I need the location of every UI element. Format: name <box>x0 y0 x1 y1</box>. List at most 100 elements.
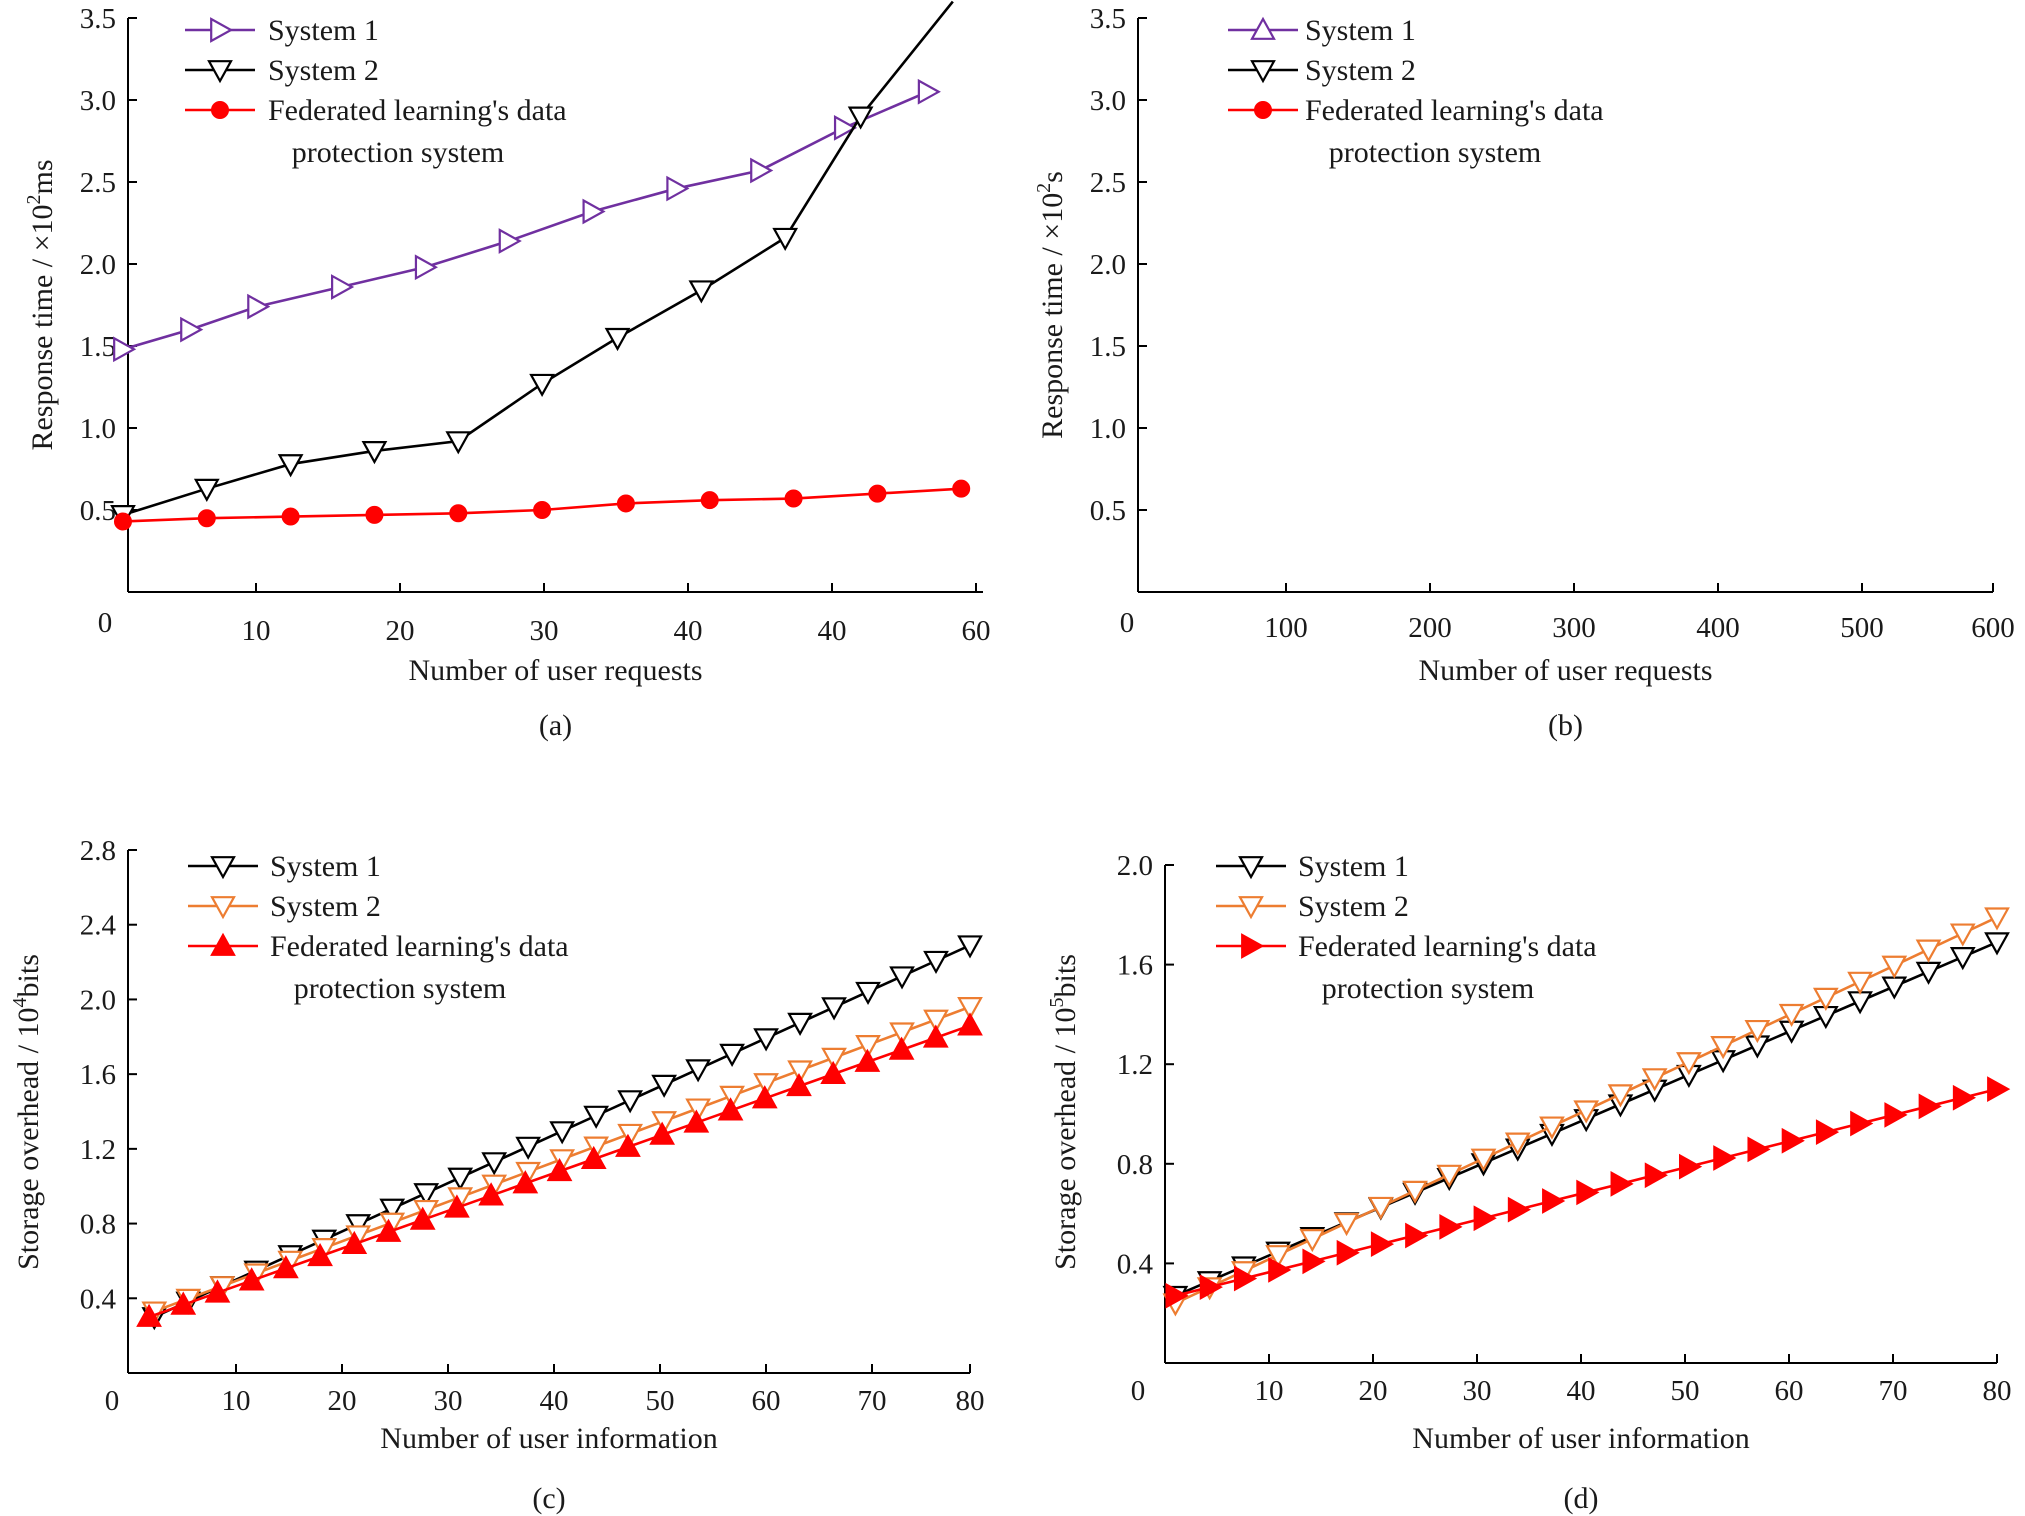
data-point <box>917 78 941 105</box>
data-point <box>1884 1102 1908 1128</box>
y-axis-label-text: Response time / ×10 <box>1036 193 1069 439</box>
data-point <box>1676 1052 1702 1076</box>
chart-panel-b: 0.5 1.0 1.5 2.0 2.5 3.0 3.5 100 200 300 400 500 600 0… <box>1033 3 2015 742</box>
data-point <box>1402 1180 1428 1204</box>
data-point <box>651 1074 677 1098</box>
data-point <box>549 1149 576 1173</box>
data-point <box>957 935 983 959</box>
legend-marker <box>210 856 236 880</box>
data-point <box>688 280 715 304</box>
legend-label: System 1 <box>270 850 381 883</box>
data-point <box>1713 1145 1737 1171</box>
x-tick-label: 100 <box>1264 612 1308 644</box>
data-point <box>1949 947 1976 971</box>
data-point <box>1987 1076 2011 1102</box>
legend-marker <box>1241 933 1265 959</box>
panel-label: (b) <box>1548 709 1583 742</box>
legend: System 1 System 2 Federated learning's dat… <box>1216 850 1597 1005</box>
legend-label: System 2 <box>270 890 381 923</box>
data-point <box>204 1279 231 1303</box>
x-tick-label: 300 <box>1552 612 1596 644</box>
y-tick-label: 2.0 <box>1090 249 1126 281</box>
data-point <box>1470 1148 1497 1172</box>
x-tick-label: 30 <box>434 1385 463 1417</box>
y-tick-label: 2.4 <box>80 910 117 942</box>
x-tick-label: 30 <box>1463 1375 1492 1407</box>
data-point <box>1542 1188 1566 1214</box>
data-point <box>855 1035 881 1059</box>
data-point <box>753 1073 779 1097</box>
data-point <box>1812 987 1839 1011</box>
data-point <box>604 327 631 352</box>
y-tick-label: 2.0 <box>80 984 116 1016</box>
y-tick-label: 3.0 <box>1090 85 1126 117</box>
data-point <box>952 479 971 498</box>
data-point <box>1641 1068 1668 1092</box>
y-tick-label: 2.0 <box>1117 850 1153 882</box>
y-tick-label: 1.0 <box>1090 413 1126 445</box>
data-point <box>1370 1231 1395 1257</box>
data-point <box>820 1060 847 1085</box>
y-axis-label: Storage overhead / 105bits <box>1046 954 1082 1270</box>
data-point <box>923 1009 949 1033</box>
data-point <box>719 1043 745 1067</box>
y-tick-label: 1.6 <box>80 1059 116 1091</box>
x-axis-label: Number of user information <box>1412 1422 1749 1455</box>
x-axis-label: Number of user requests <box>1418 654 1712 687</box>
legend-marker <box>210 17 234 43</box>
data-point <box>615 1133 641 1157</box>
y-tick-label: 3.5 <box>1090 3 1126 35</box>
legend-marker <box>1254 101 1272 119</box>
origin-label: 0 <box>98 607 113 639</box>
data-point <box>1881 955 1908 979</box>
x-tick-label: 60 <box>1775 1375 1804 1407</box>
data-point <box>1336 1239 1360 1266</box>
data-point <box>447 1187 474 1211</box>
data-point <box>529 373 555 397</box>
data-point <box>238 1267 265 1291</box>
data-point <box>649 1121 676 1145</box>
data-point <box>583 1136 610 1160</box>
data-point <box>1847 991 1873 1015</box>
data-point <box>1233 1265 1258 1292</box>
data-point <box>449 504 468 523</box>
data-point <box>1778 1003 1805 1028</box>
legend-marker <box>1250 16 1276 40</box>
data-point <box>821 1047 847 1071</box>
data-point <box>409 1206 436 1230</box>
x-axis-label: Number of user requests <box>408 654 702 687</box>
data-point <box>666 175 690 202</box>
data-point <box>1847 971 1873 995</box>
y-tick-label: 1.2 <box>80 1134 116 1166</box>
data-point <box>1850 1110 1874 1137</box>
data-point <box>1949 923 1976 947</box>
y-tick-label: 0.8 <box>80 1209 116 1241</box>
chart-panel-c: 0.4 0.8 1.2 1.6 2.0 2.4 2.8 10 20 30 40 50 60 70 80 0 Nu… <box>9 835 985 1515</box>
y-axis-label-exponent: 5 <box>1046 997 1068 1007</box>
data-point <box>549 1121 576 1145</box>
x-tick-label: 60 <box>962 615 991 647</box>
data-point <box>957 1012 983 1036</box>
y-axis-label-unit: bits <box>1049 954 1082 997</box>
y-tick-label: 1.2 <box>1117 1049 1153 1081</box>
legend-label: Federated learning's data <box>1305 94 1604 127</box>
legend-marker <box>210 932 236 956</box>
data-point <box>445 431 472 455</box>
x-tick-label: 40 <box>674 615 703 647</box>
data-point <box>1539 1116 1565 1140</box>
y-tick-label: 2.0 <box>80 249 116 281</box>
data-point <box>616 494 635 513</box>
data-point <box>1881 976 1908 1000</box>
data-point <box>868 484 887 503</box>
x-tick-label: 80 <box>1983 1375 2012 1407</box>
data-point <box>481 1152 508 1176</box>
data-point <box>447 1167 474 1191</box>
data-point <box>136 1303 162 1327</box>
data-point <box>414 254 439 281</box>
data-point <box>1710 1036 1737 1060</box>
data-point <box>379 1198 406 1222</box>
data-point <box>1815 1119 1840 1146</box>
series-line <box>122 0 954 517</box>
x-tick-label: 10 <box>1255 1375 1284 1407</box>
data-point <box>772 227 799 252</box>
